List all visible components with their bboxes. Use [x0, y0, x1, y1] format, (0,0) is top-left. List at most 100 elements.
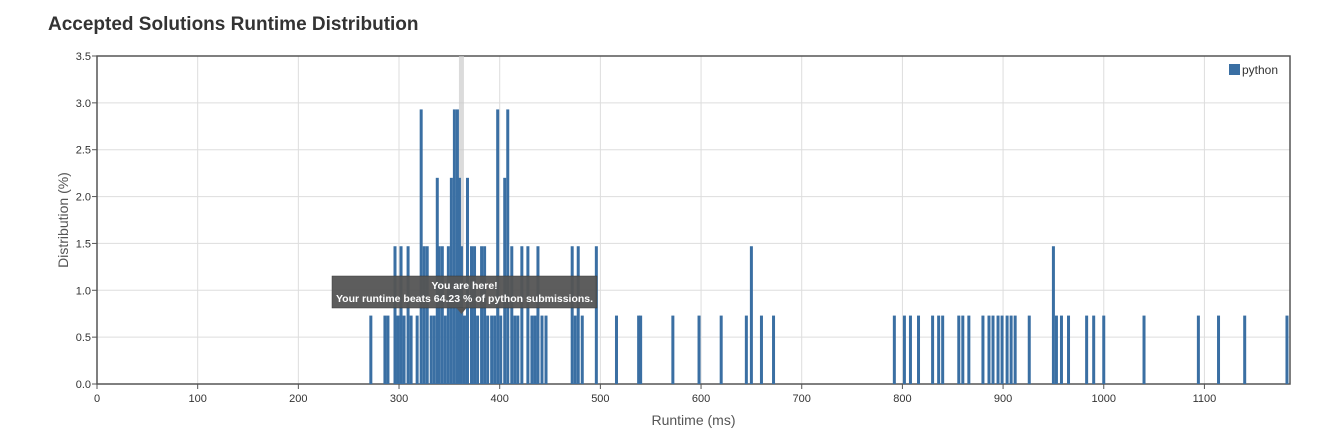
bar[interactable] — [1054, 315, 1058, 384]
x-tick-label: 1000 — [1092, 393, 1116, 405]
bar[interactable] — [506, 109, 510, 384]
bar[interactable] — [493, 315, 497, 384]
bar[interactable] — [1013, 315, 1017, 384]
bar[interactable] — [772, 315, 776, 384]
bar[interactable] — [470, 246, 474, 384]
bar[interactable] — [917, 315, 921, 384]
bar[interactable] — [476, 315, 480, 384]
bar[interactable] — [422, 246, 426, 384]
bar[interactable] — [614, 315, 618, 384]
bar[interactable] — [526, 246, 530, 384]
bar[interactable] — [957, 315, 961, 384]
bar[interactable] — [452, 109, 456, 384]
bar[interactable] — [594, 246, 598, 384]
bar[interactable] — [931, 315, 935, 384]
x-tick-label: 400 — [491, 393, 509, 405]
bar[interactable] — [386, 315, 390, 384]
bar[interactable] — [1285, 315, 1289, 384]
legend-swatch-python — [1229, 64, 1240, 75]
bar[interactable] — [396, 315, 400, 384]
bar[interactable] — [991, 315, 995, 384]
bar[interactable] — [462, 315, 466, 384]
bar[interactable] — [490, 315, 494, 384]
bar[interactable] — [520, 246, 524, 384]
bar[interactable] — [544, 315, 548, 384]
bar[interactable] — [446, 246, 450, 384]
bar[interactable] — [483, 246, 487, 384]
y-axis-ticks: 0.0 0.5 1.0 1.5 2.0 2.5 3.0 3.5 — [76, 51, 97, 391]
bar[interactable] — [419, 109, 423, 384]
bar[interactable] — [981, 315, 985, 384]
bar[interactable] — [759, 315, 763, 384]
bar[interactable] — [892, 315, 896, 384]
bar[interactable] — [425, 246, 429, 384]
bar[interactable] — [540, 315, 544, 384]
bar[interactable] — [402, 315, 406, 384]
bar[interactable] — [499, 315, 503, 384]
bar[interactable] — [637, 315, 641, 384]
bar[interactable] — [1000, 315, 1004, 384]
bar[interactable] — [530, 315, 534, 384]
bar[interactable] — [996, 315, 1000, 384]
bar[interactable] — [1009, 315, 1013, 384]
bar[interactable] — [1027, 315, 1031, 384]
bar[interactable] — [1005, 315, 1009, 384]
bar[interactable] — [749, 246, 753, 384]
bar[interactable] — [496, 109, 500, 384]
bar[interactable] — [1142, 315, 1146, 384]
bar[interactable] — [443, 315, 447, 384]
bar[interactable] — [383, 315, 387, 384]
y-tick-label: 3.5 — [76, 51, 91, 63]
bar[interactable] — [473, 246, 477, 384]
bar[interactable] — [1085, 315, 1089, 384]
bar[interactable] — [415, 315, 419, 384]
x-tick-label: 700 — [793, 393, 811, 405]
bar[interactable] — [639, 315, 643, 384]
bar[interactable] — [967, 315, 971, 384]
bar[interactable] — [744, 315, 748, 384]
bar[interactable] — [1067, 315, 1071, 384]
bar[interactable] — [510, 246, 514, 384]
bar[interactable] — [1059, 315, 1063, 384]
bar[interactable] — [1196, 315, 1200, 384]
bar[interactable] — [406, 246, 410, 384]
bar[interactable] — [908, 315, 912, 384]
bar[interactable] — [671, 315, 675, 384]
bar[interactable] — [580, 315, 584, 384]
bar[interactable] — [459, 246, 463, 384]
bar[interactable] — [1243, 315, 1247, 384]
bar[interactable] — [393, 246, 397, 384]
bar[interactable] — [941, 315, 945, 384]
bar[interactable] — [513, 315, 517, 384]
bar[interactable] — [902, 315, 906, 384]
bar[interactable] — [429, 315, 433, 384]
bar[interactable] — [573, 315, 577, 384]
bar[interactable] — [1092, 315, 1096, 384]
bar[interactable] — [697, 315, 701, 384]
bar[interactable] — [987, 315, 991, 384]
bar[interactable] — [570, 246, 574, 384]
bar[interactable] — [576, 246, 580, 384]
bar[interactable] — [409, 315, 413, 384]
bar[interactable] — [1051, 246, 1055, 384]
bar[interactable] — [486, 315, 490, 384]
bar[interactable] — [516, 315, 520, 384]
bar[interactable] — [440, 246, 444, 384]
bar[interactable] — [369, 315, 373, 384]
bar[interactable] — [399, 246, 403, 384]
bar[interactable] — [455, 109, 459, 384]
bar[interactable] — [1217, 315, 1221, 384]
bar[interactable] — [536, 246, 540, 384]
bars — [369, 109, 1289, 384]
bar[interactable] — [937, 315, 941, 384]
bar[interactable] — [480, 246, 484, 384]
legend[interactable]: python — [1229, 63, 1278, 77]
bar[interactable] — [719, 315, 723, 384]
bar[interactable] — [961, 315, 965, 384]
plot-area-frame — [96, 55, 1291, 385]
bar[interactable] — [1102, 315, 1106, 384]
bar[interactable] — [432, 315, 436, 384]
bar[interactable] — [437, 246, 441, 384]
bar[interactable] — [533, 315, 537, 384]
